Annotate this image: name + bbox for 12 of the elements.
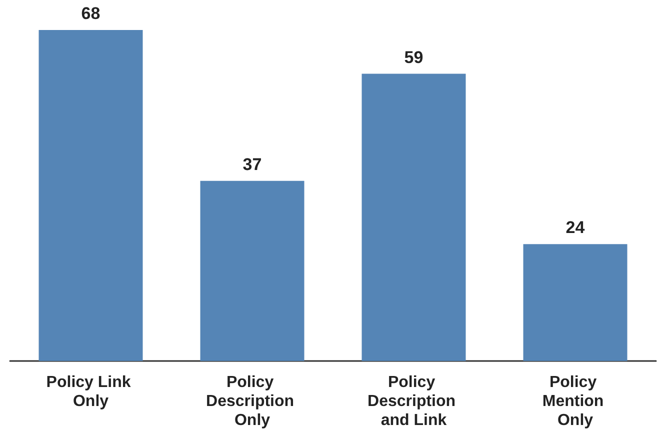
x-tick-label: Policy Description and Link [368, 374, 460, 429]
x-tick-label: Policy Link Only [46, 374, 136, 410]
data-label: 59 [404, 48, 424, 67]
x-tick-label: Policy Mention Only [542, 374, 608, 429]
data-label: 37 [242, 154, 262, 174]
bar [523, 244, 628, 361]
data-label: 24 [566, 218, 586, 238]
data-label: 68 [81, 4, 100, 23]
bar [362, 74, 466, 361]
x-tick-label: Policy Description Only [206, 374, 298, 429]
bar [38, 30, 143, 361]
bar [200, 180, 304, 361]
